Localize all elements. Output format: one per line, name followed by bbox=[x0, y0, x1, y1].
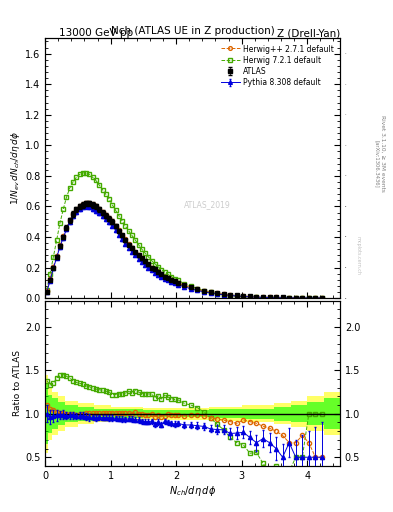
Herwig++ 2.7.1 default bbox=[103, 212, 108, 218]
X-axis label: $N_{ch}/d\eta\,d\phi$: $N_{ch}/d\eta\,d\phi$ bbox=[169, 483, 216, 498]
Text: [arXiv:1306.3436]: [arXiv:1306.3436] bbox=[374, 140, 379, 188]
Legend: Herwig++ 2.7.1 default, Herwig 7.2.1 default, ATLAS, Pythia 8.308 default: Herwig++ 2.7.1 default, Herwig 7.2.1 def… bbox=[219, 42, 336, 90]
Text: 13000 GeV pp: 13000 GeV pp bbox=[59, 28, 133, 38]
Text: mcplots.cern.ch: mcplots.cern.ch bbox=[355, 237, 360, 275]
Text: Z (Drell-Yan): Z (Drell-Yan) bbox=[277, 28, 340, 38]
Herwig++ 2.7.1 default bbox=[44, 288, 49, 294]
Herwig 7.2.1 default bbox=[313, 295, 318, 301]
Herwig++ 2.7.1 default bbox=[313, 295, 318, 301]
Line: Herwig++ 2.7.1 default: Herwig++ 2.7.1 default bbox=[45, 201, 324, 300]
Herwig++ 2.7.1 default bbox=[320, 295, 324, 301]
Text: Rivet 3.1.10, ≥ 3M events: Rivet 3.1.10, ≥ 3M events bbox=[381, 115, 386, 192]
Herwig 7.2.1 default bbox=[143, 250, 147, 256]
Herwig++ 2.7.1 default bbox=[143, 259, 147, 265]
Y-axis label: Ratio to ATLAS: Ratio to ATLAS bbox=[13, 350, 22, 416]
Herwig 7.2.1 default bbox=[280, 295, 285, 301]
Herwig 7.2.1 default bbox=[320, 295, 324, 301]
Herwig 7.2.1 default bbox=[202, 288, 206, 294]
Herwig 7.2.1 default bbox=[149, 258, 154, 264]
Herwig++ 2.7.1 default bbox=[84, 200, 88, 206]
Herwig 7.2.1 default bbox=[110, 202, 115, 208]
Herwig++ 2.7.1 default bbox=[202, 288, 206, 294]
Herwig++ 2.7.1 default bbox=[300, 295, 305, 301]
Y-axis label: $1/N_{ev}\,dN_{ch}/d\eta\,d\phi$: $1/N_{ev}\,dN_{ch}/d\eta\,d\phi$ bbox=[9, 131, 22, 205]
Text: ATLAS_2019: ATLAS_2019 bbox=[184, 200, 231, 209]
Herwig 7.2.1 default bbox=[81, 170, 85, 176]
Line: Herwig 7.2.1 default: Herwig 7.2.1 default bbox=[45, 170, 324, 300]
Herwig 7.2.1 default bbox=[103, 191, 108, 197]
Herwig 7.2.1 default bbox=[44, 287, 49, 293]
Title: Nch (ATLAS UE in Z production): Nch (ATLAS UE in Z production) bbox=[111, 26, 274, 36]
Herwig++ 2.7.1 default bbox=[149, 265, 154, 271]
Herwig++ 2.7.1 default bbox=[110, 218, 115, 224]
